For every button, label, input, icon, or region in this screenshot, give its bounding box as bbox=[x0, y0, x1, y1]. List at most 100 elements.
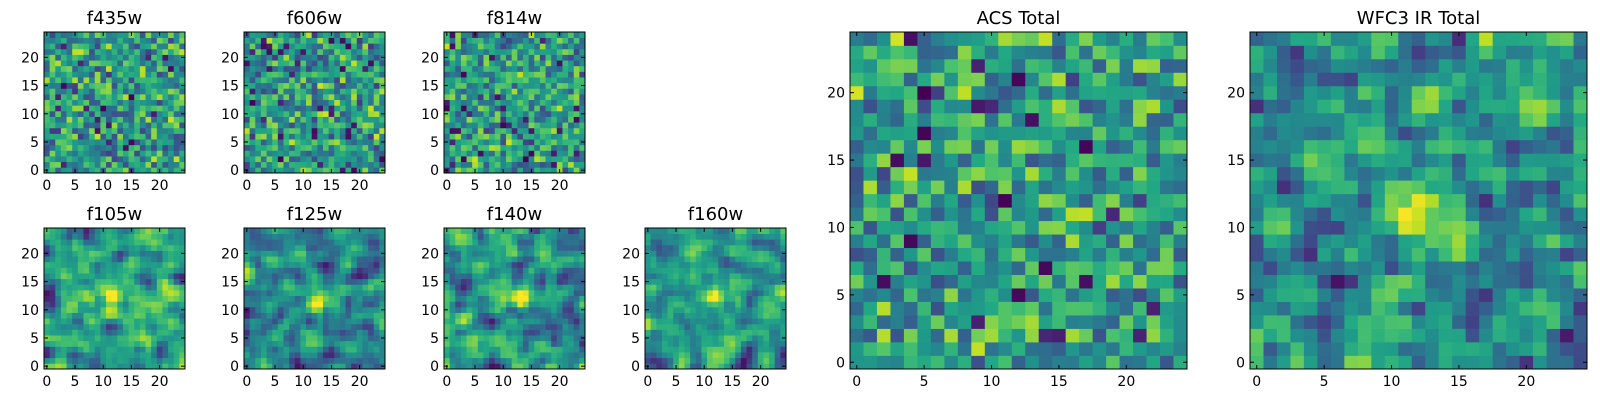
heatmap-cell bbox=[1160, 220, 1174, 235]
heatmap-cell bbox=[306, 88, 313, 95]
heatmap-cell bbox=[300, 278, 307, 285]
heatmap-cell bbox=[460, 256, 467, 263]
heatmap-cell bbox=[573, 48, 580, 55]
heatmap-cell bbox=[522, 273, 529, 280]
heatmap-cell bbox=[179, 37, 186, 44]
heatmap-cell bbox=[255, 278, 262, 285]
heatmap-cell bbox=[740, 335, 747, 342]
heatmap-cell bbox=[317, 65, 324, 72]
heatmap-cell bbox=[362, 363, 369, 370]
heatmap-cell bbox=[277, 239, 284, 246]
heatmap-cell bbox=[122, 357, 129, 364]
heatmap-cell bbox=[1038, 180, 1053, 195]
heatmap-cell bbox=[562, 323, 569, 330]
heatmap-cell bbox=[89, 110, 96, 117]
heatmap-cell bbox=[294, 122, 301, 129]
heatmap-cell bbox=[289, 312, 296, 319]
heatmap-cell bbox=[277, 340, 284, 347]
heatmap-cell bbox=[317, 295, 324, 302]
heatmap-cell bbox=[244, 127, 250, 134]
heatmap-cell bbox=[72, 110, 79, 117]
heatmap-cell bbox=[94, 284, 101, 291]
heatmap-cell bbox=[156, 122, 163, 129]
heatmap-cell bbox=[930, 220, 945, 235]
heatmap-cell bbox=[568, 48, 575, 55]
heatmap-cell bbox=[294, 290, 301, 297]
heatmap-cell bbox=[145, 250, 152, 257]
heatmap-cell bbox=[539, 323, 546, 330]
heatmap-cell bbox=[300, 54, 307, 61]
heatmap-cell bbox=[128, 133, 135, 140]
heatmap-cell bbox=[568, 318, 575, 325]
heatmap-cell bbox=[289, 150, 296, 157]
heatmap-cell bbox=[44, 105, 50, 112]
heatmap-cell bbox=[339, 65, 346, 72]
heatmap-cell bbox=[289, 48, 296, 55]
heatmap-cell bbox=[139, 144, 146, 151]
heatmap-cell bbox=[283, 156, 290, 163]
heatmap-cell bbox=[517, 357, 524, 364]
heatmap-cell bbox=[562, 239, 569, 246]
heatmap-cell bbox=[460, 261, 467, 268]
heatmap-cell bbox=[117, 48, 124, 55]
heatmap-cell bbox=[1011, 301, 1026, 316]
heatmap-cell bbox=[249, 54, 256, 61]
heatmap-cell bbox=[449, 256, 456, 263]
heatmap-cell bbox=[500, 301, 507, 308]
heatmap-cell bbox=[334, 65, 341, 72]
heatmap-cell bbox=[72, 346, 79, 353]
heatmap-cell bbox=[77, 306, 84, 313]
heatmap-cell bbox=[718, 295, 725, 302]
heatmap-cell bbox=[528, 156, 535, 163]
heatmap-cell bbox=[306, 54, 313, 61]
heatmap-cell bbox=[334, 301, 341, 308]
heatmap-cell bbox=[752, 357, 759, 364]
heatmap-cell bbox=[500, 37, 507, 44]
heatmap-cell bbox=[134, 228, 141, 234]
heatmap-cell bbox=[466, 167, 473, 174]
heatmap-cell bbox=[757, 295, 764, 302]
heatmap-cell bbox=[139, 77, 146, 84]
heatmap-cell bbox=[322, 306, 329, 313]
heatmap-cell bbox=[317, 94, 324, 101]
heatmap-cell bbox=[1079, 301, 1093, 316]
heatmap-cell bbox=[774, 295, 781, 302]
heatmap-cell bbox=[134, 244, 141, 251]
heatmap-cell bbox=[322, 301, 329, 308]
heatmap-cell bbox=[984, 193, 999, 208]
heatmap-cell bbox=[289, 32, 296, 38]
heatmap-cell bbox=[477, 278, 484, 285]
heatmap-cell bbox=[517, 94, 524, 101]
heatmap-cell bbox=[244, 312, 250, 319]
x-tick-label: 10 bbox=[294, 178, 312, 194]
heatmap-cell bbox=[117, 71, 124, 78]
heatmap-cell bbox=[317, 352, 324, 359]
heatmap-cell bbox=[494, 256, 501, 263]
heatmap-cell bbox=[1133, 234, 1147, 249]
heatmap-cell bbox=[300, 256, 307, 263]
heatmap-cell bbox=[111, 110, 118, 117]
heatmap-cell bbox=[351, 301, 358, 308]
heatmap-cell bbox=[145, 71, 152, 78]
heatmap-cell bbox=[534, 60, 541, 67]
heatmap-cell bbox=[534, 139, 541, 146]
heatmap-cell bbox=[373, 363, 380, 370]
heatmap-cell bbox=[545, 116, 552, 123]
heatmap-cell bbox=[656, 228, 663, 234]
heatmap-cell bbox=[656, 250, 663, 257]
heatmap-cell bbox=[356, 278, 363, 285]
heatmap-cell bbox=[306, 32, 313, 38]
heatmap-cell bbox=[179, 233, 186, 240]
heatmap-cell bbox=[780, 261, 787, 268]
heatmap-cell bbox=[472, 329, 479, 336]
heatmap-cell bbox=[255, 329, 262, 336]
heatmap-cell bbox=[255, 99, 262, 106]
heatmap-cell bbox=[44, 94, 50, 101]
heatmap-cell bbox=[345, 329, 352, 336]
heatmap-cell bbox=[551, 250, 558, 257]
heatmap-cell bbox=[1133, 355, 1147, 370]
heatmap-cell bbox=[568, 122, 575, 129]
heatmap-cell bbox=[460, 105, 467, 112]
heatmap-cell bbox=[723, 295, 730, 302]
heatmap-cell bbox=[272, 77, 279, 84]
